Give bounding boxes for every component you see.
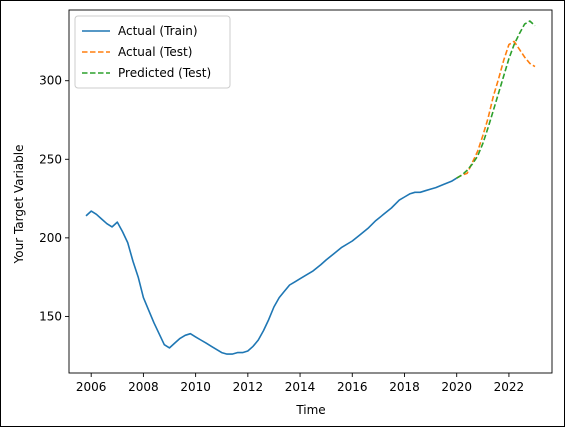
series-layer [85, 20, 536, 355]
x-axis-title: Time [295, 403, 325, 417]
x-tick-label: 2022 [494, 380, 525, 394]
x-tick-label: 2014 [285, 380, 316, 394]
series-line-3 [456, 20, 536, 179]
y-axis-title: Your Target Variable [12, 145, 26, 265]
x-tick-label: 2018 [389, 380, 420, 394]
x-tick-label: 2020 [441, 380, 472, 394]
x-tick-label: 2006 [76, 380, 107, 394]
y-tick-label: 250 [39, 152, 62, 166]
x-tick-label: 2008 [128, 380, 159, 394]
legend-label-1: Actual (Train) [118, 24, 198, 38]
axes-frame [68, 9, 553, 374]
legend-label-2: Actual (Test) [118, 45, 192, 59]
y-tick-label: 300 [39, 74, 62, 88]
y-tick-label: 200 [39, 231, 62, 245]
series-line-1 [85, 177, 458, 355]
legend-label-3: Predicted (Test) [118, 66, 211, 80]
x-tick-label: 2012 [233, 380, 264, 394]
axes-layer: 2006 2008 2010 2012 2014 2016 2018 2020 2022 150 2… [39, 9, 553, 394]
x-tick-label: 2016 [337, 380, 368, 394]
y-tick-label: 150 [39, 309, 62, 323]
x-tick-label: 2010 [180, 380, 211, 394]
legend-box [74, 15, 231, 89]
legend: Actual (Train) Actual (Test) Predicted (Te… [74, 15, 231, 89]
